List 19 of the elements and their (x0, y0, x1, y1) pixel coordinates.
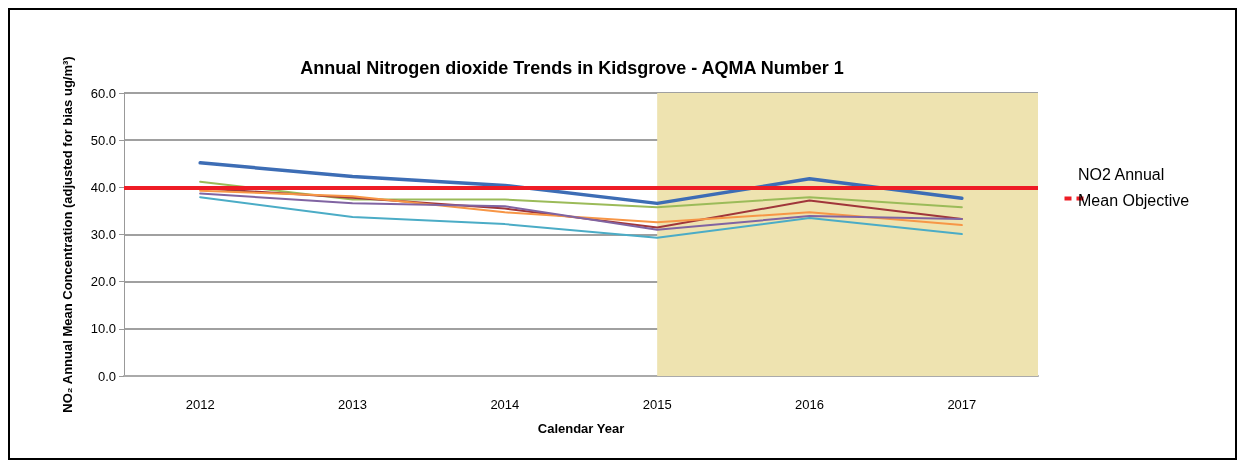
x-tick-label: 2015 (642, 397, 672, 412)
x-tick-label: 2012 (185, 397, 215, 412)
y-tick-label: 10.0 (90, 321, 116, 337)
x-tick-label: 2017 (947, 397, 977, 412)
x-tick-label: 2014 (490, 397, 520, 412)
y-tick-label: 0.0 (97, 368, 116, 384)
line-series (199, 196, 963, 239)
y-tick-label: 60.0 (90, 85, 116, 101)
y-tick-label: 50.0 (90, 132, 116, 148)
x-tick-label: 2013 (338, 397, 367, 412)
y-tick-label: 30.0 (90, 227, 116, 242)
x-tick-label: 2016 (795, 397, 824, 412)
x-axis-title: Calendar Year (537, 421, 625, 436)
chart-title: Annual Nitrogen dioxide Trends in Kidsgrove - AQMA Number 1 (300, 58, 844, 78)
y-axis-title: NO₂ Annual Mean Concentration (adjusted for bias ug/m³) (60, 56, 75, 413)
y-tick-label: 20.0 (90, 274, 116, 290)
ref-line-label: NO2 Annual Mean Objective (1078, 165, 1190, 209)
line-series (199, 180, 963, 209)
y-tick-label: 40.0 (90, 179, 116, 195)
